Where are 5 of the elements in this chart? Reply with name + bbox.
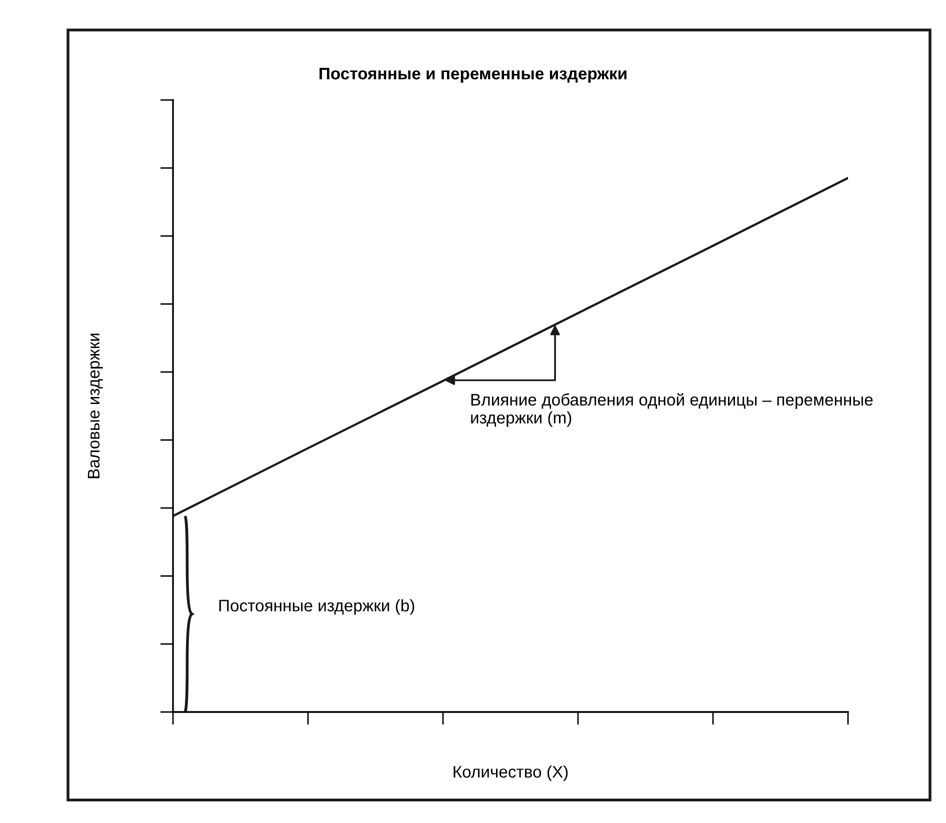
annotation: Постоянные издержки (b)	[219, 599, 414, 615]
y-axis-title: Валовые издержки	[88, 334, 103, 478]
chart-title: Постоянные и переменные издержки	[320, 68, 626, 83]
x-axis-title: Количество (X)	[454, 765, 568, 781]
annotation: Влияние добавления одной единицы – переменные издержки (m)	[471, 393, 873, 427]
